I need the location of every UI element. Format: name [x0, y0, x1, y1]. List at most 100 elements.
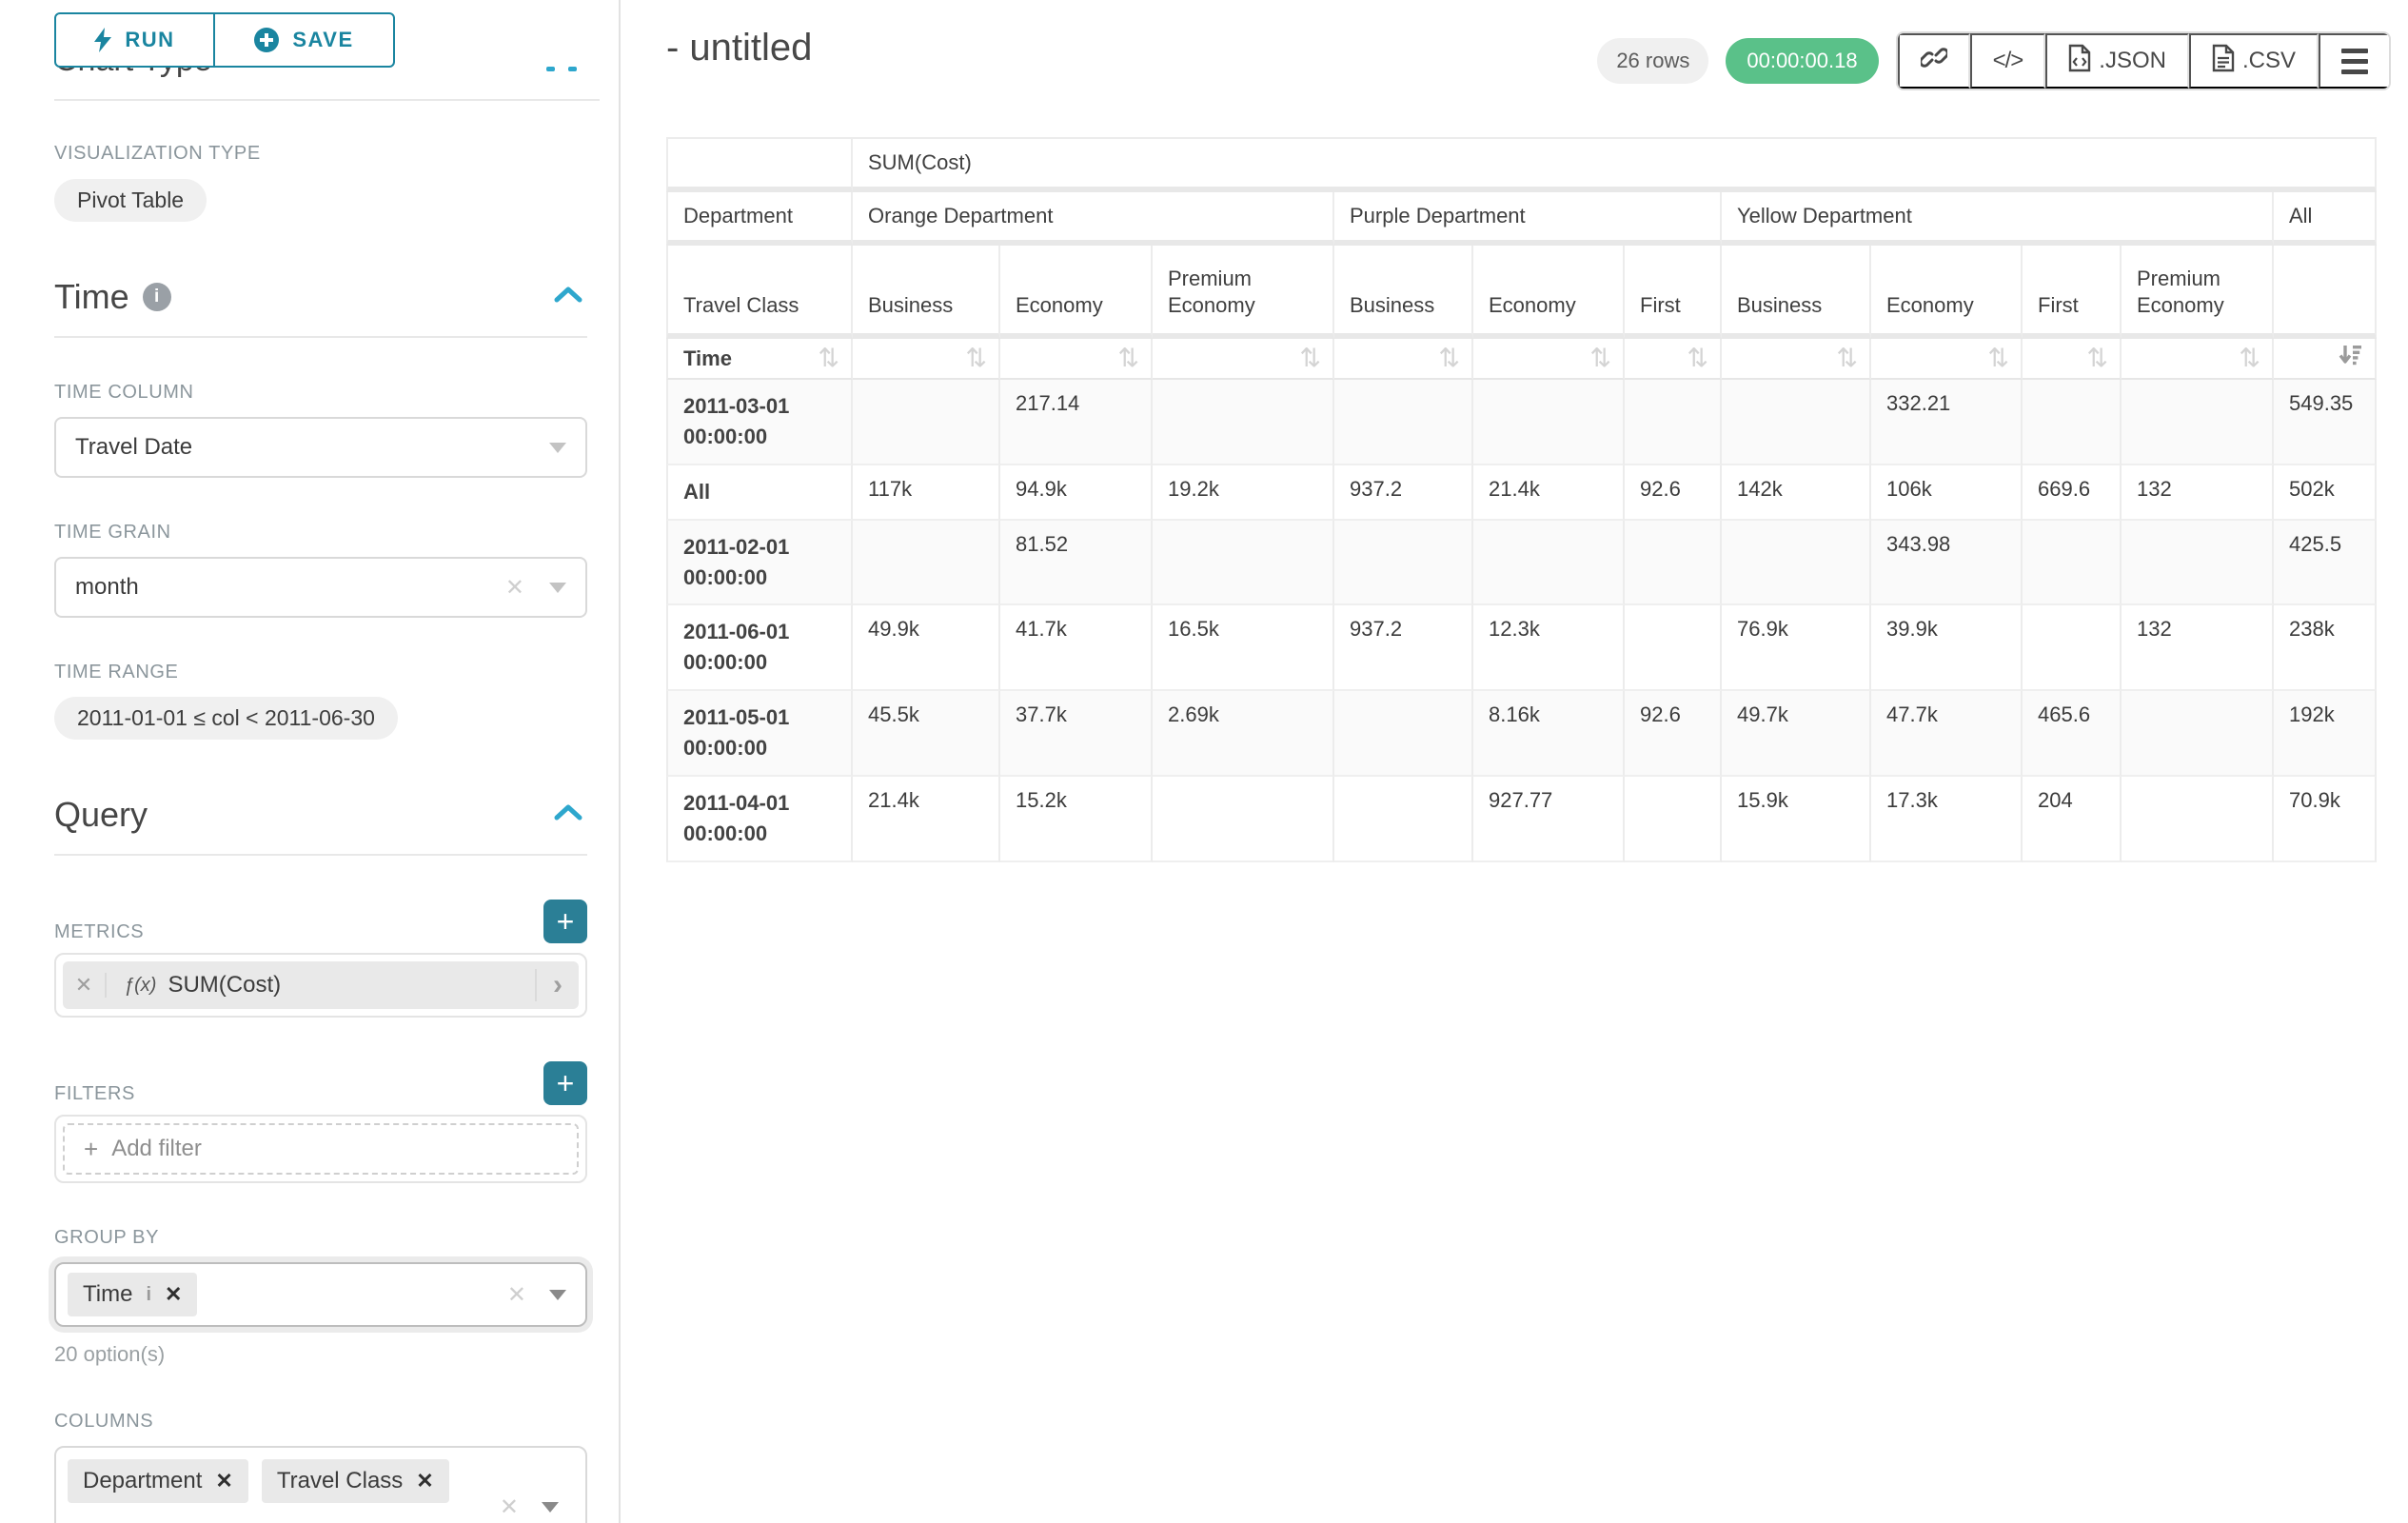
pivot-cell: 937.2 — [1334, 605, 1473, 691]
pivot-sort-cell[interactable]: ⇅ — [1722, 339, 1871, 380]
chevron-right-icon[interactable]: › — [535, 969, 579, 1001]
lightning-bolt-icon — [94, 28, 111, 52]
hamburger-menu-icon — [2341, 49, 2368, 74]
pivot-row-label: 2011-02-01 00:00:00 — [666, 521, 853, 606]
add-filter-button[interactable]: + — [543, 1061, 587, 1105]
chart-header: - untitled 26 rows 00:00:00.18 </> — [621, 0, 2408, 126]
pivot-class-header: Business — [1722, 246, 1871, 339]
chart-title[interactable]: - untitled — [666, 27, 812, 69]
info-icon[interactable]: i — [146, 1284, 151, 1306]
sort-icon[interactable]: ⇅ — [965, 344, 987, 372]
pivot-cell: 204 — [2023, 777, 2122, 862]
pivot-sort-cell[interactable]: ⇅ — [1871, 339, 2023, 380]
sort-icon[interactable]: ⇅ — [1987, 344, 2009, 372]
columns-tag[interactable]: Department ✕ — [68, 1459, 248, 1503]
pivot-group-header: Purple Department — [1334, 192, 1722, 246]
pivot-cell: 343.98 — [1871, 521, 2023, 606]
pivot-sort-cell[interactable]: ⇅ — [1153, 339, 1334, 380]
query-timer-badge: 00:00:00.18 — [1726, 38, 1878, 84]
pivot-table: SUM(Cost)DepartmentOrange DepartmentPurp… — [666, 137, 2377, 862]
group-by-tag[interactable]: Time i ✕ — [68, 1273, 197, 1316]
save-button[interactable]: SAVE — [214, 12, 395, 68]
pivot-class-header: Premium Economy — [1153, 246, 1334, 339]
time-grain-select[interactable]: month ✕ — [54, 557, 587, 618]
section-divider — [54, 99, 600, 101]
sort-icon[interactable]: ⇅ — [2086, 344, 2108, 372]
viz-type-badge[interactable]: Pivot Table — [54, 179, 207, 222]
pivot-corner-empty — [666, 139, 853, 192]
more-menu-button[interactable] — [2319, 33, 2389, 89]
info-icon[interactable]: i — [143, 283, 171, 311]
pivot-cell: 937.2 — [1334, 465, 1473, 521]
time-range-badge[interactable]: 2011-01-01 ≤ col < 2011-06-30 — [54, 697, 398, 740]
pivot-sort-desc-cell[interactable] — [2274, 339, 2377, 380]
export-json-button[interactable]: .JSON — [2045, 33, 2189, 89]
pivot-sort-cell[interactable]: ⇅ — [1625, 339, 1722, 380]
save-button-label: SAVE — [292, 28, 353, 52]
time-column-select[interactable]: Travel Date — [54, 417, 587, 478]
pivot-cell — [1334, 691, 1473, 777]
pivot-cell: 15.9k — [1722, 777, 1871, 862]
pivot-table-wrap: SUM(Cost)DepartmentOrange DepartmentPurp… — [666, 137, 2408, 862]
pivot-class-header: Business — [1334, 246, 1473, 339]
pivot-sort-cell[interactable]: ⇅ — [1334, 339, 1473, 380]
clear-icon[interactable]: ✕ — [505, 574, 524, 602]
clear-icon[interactable]: ✕ — [500, 1493, 519, 1521]
sort-descending-icon[interactable] — [2338, 349, 2363, 373]
pivot-cell: 21.4k — [853, 777, 1000, 862]
columns-select[interactable]: Department ✕ Travel Class ✕ ✕ — [54, 1446, 587, 1523]
chart-header-actions: 26 rows 00:00:00.18 </> — [1597, 31, 2391, 90]
pivot-group-header: Yellow Department — [1722, 192, 2274, 246]
panel-top: Chart Type RUN SAVE — [0, 0, 619, 101]
pivot-sort-cell[interactable]: ⇅ — [2122, 339, 2274, 380]
pivot-cell: 41.7k — [1000, 605, 1153, 691]
remove-tag-icon[interactable]: ✕ — [165, 1282, 182, 1307]
pivot-cell: 21.4k — [1473, 465, 1625, 521]
panel-resize-handle[interactable] — [546, 67, 577, 71]
add-filter-dropzone[interactable]: + Add filter — [63, 1123, 579, 1175]
sort-icon[interactable]: ⇅ — [1687, 344, 1708, 372]
chevron-up-icon[interactable] — [553, 803, 583, 827]
file-text-icon — [2212, 44, 2235, 79]
pivot-sort-cell[interactable]: ⇅ — [853, 339, 1000, 380]
metric-pill[interactable]: ✕ ƒ(x) SUM(Cost) › — [63, 961, 579, 1009]
short-link-button[interactable] — [1898, 33, 1970, 89]
sort-icon[interactable]: ⇅ — [2239, 344, 2260, 372]
pivot-cell: 8.16k — [1473, 691, 1625, 777]
columns-tag[interactable]: Travel Class ✕ — [262, 1459, 449, 1503]
pivot-sort-cell[interactable]: ⇅ — [2023, 339, 2122, 380]
pivot-data-row: 2011-04-01 00:00:0021.4k15.2k927.7715.9k… — [666, 777, 2377, 862]
run-button[interactable]: RUN — [54, 12, 214, 68]
view-query-button[interactable]: </> — [1970, 33, 2046, 89]
sort-icon[interactable]: ⇅ — [1299, 344, 1321, 372]
pivot-cell: 39.9k — [1871, 605, 2023, 691]
sort-icon[interactable]: ⇅ — [1117, 344, 1139, 372]
pivot-cell: 81.52 — [1000, 521, 1153, 606]
pivot-sort-cell[interactable]: ⇅ — [1473, 339, 1625, 380]
group-by-label: GROUP BY — [54, 1227, 587, 1249]
pivot-class-row: Travel ClassBusinessEconomyPremium Econo… — [666, 246, 2377, 339]
pivot-cell: 19.2k — [1153, 465, 1334, 521]
remove-tag-icon[interactable]: ✕ — [416, 1469, 433, 1493]
clear-icon[interactable]: ✕ — [507, 1281, 526, 1309]
add-metric-button[interactable]: + — [543, 900, 587, 943]
pivot-cell: 106k — [1871, 465, 2023, 521]
remove-metric-icon[interactable]: ✕ — [63, 973, 107, 998]
pivot-sort-cell[interactable]: ⇅ — [1000, 339, 1153, 380]
pivot-corner-sort[interactable]: Time⇅ — [666, 339, 853, 380]
sort-icon[interactable]: ⇅ — [818, 346, 839, 371]
pivot-data-row: 2011-03-01 00:00:00217.14332.21549.35 — [666, 380, 2377, 465]
sort-icon[interactable]: ⇅ — [1438, 344, 1460, 372]
select-controls: ✕ — [500, 1493, 566, 1521]
remove-tag-icon[interactable]: ✕ — [215, 1469, 232, 1493]
pivot-cell: 927.77 — [1473, 777, 1625, 862]
time-column-label: TIME COLUMN — [54, 382, 587, 404]
export-csv-button[interactable]: .CSV — [2189, 33, 2319, 89]
pivot-cell — [1334, 380, 1473, 465]
filters-box: + Add filter — [54, 1115, 587, 1183]
chevron-up-icon[interactable] — [553, 286, 583, 309]
sort-icon[interactable]: ⇅ — [1589, 344, 1611, 372]
sort-icon[interactable]: ⇅ — [1836, 344, 1858, 372]
filters-label-row: FILTERS + — [54, 1061, 587, 1105]
group-by-select[interactable]: Time i ✕ ✕ — [54, 1262, 587, 1327]
